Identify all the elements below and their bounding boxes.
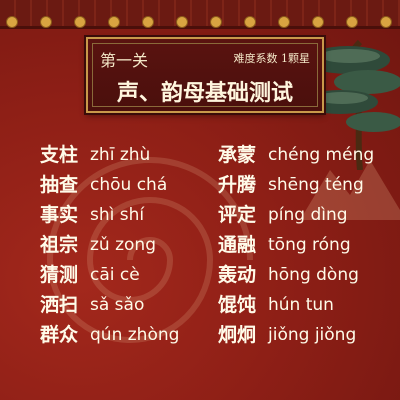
list-item: 洒扫 sǎ sǎo: [40, 293, 220, 323]
list-item: 事实 shì shí: [40, 203, 220, 233]
mountain-icon: [300, 160, 400, 220]
list-item: 馄饨 hún tun: [218, 293, 398, 323]
word-hanzi: 事实: [40, 204, 79, 226]
list-item: 猜测 cāi cè: [40, 263, 220, 293]
word-hanzi: 猜测: [40, 264, 79, 286]
word-hanzi: 轰动: [218, 264, 257, 286]
roof-tile-ends: [0, 16, 400, 30]
word-pinyin: sǎ sǎo: [90, 295, 145, 315]
word-hanzi: 支柱: [40, 144, 79, 166]
list-item: 支柱 zhī zhù: [40, 143, 220, 173]
word-pinyin: zhī zhù: [90, 145, 151, 165]
word-pinyin: qún zhòng: [90, 325, 180, 345]
list-item: 群众 qún zhòng: [40, 323, 220, 353]
word-hanzi: 群众: [40, 324, 79, 346]
word-pinyin: píng dìng: [268, 205, 348, 225]
word-list-right: 承蒙 chéng méng 升腾 shēng téng 评定 píng dìng…: [218, 143, 398, 353]
pine-tree-icon: [302, 39, 400, 170]
word-pinyin: cāi cè: [90, 265, 140, 285]
swirl-pattern-icon: [46, 157, 253, 343]
word-pinyin: tōng róng: [268, 235, 351, 255]
word-hanzi: 升腾: [218, 174, 257, 196]
word-hanzi: 评定: [218, 204, 257, 226]
stage-label: 第一关: [100, 51, 149, 70]
word-pinyin: hún tun: [268, 295, 334, 315]
word-pinyin: jiǒng jiǒng: [268, 325, 357, 345]
list-item: 承蒙 chéng méng: [218, 143, 398, 173]
list-item: 炯炯 jiǒng jiǒng: [218, 323, 398, 353]
word-list-left: 支柱 zhī zhù 抽查 chōu chá 事实 shì shí 祖宗 zǔ …: [40, 143, 220, 353]
word-hanzi: 通融: [218, 234, 257, 256]
difficulty-label: 难度系数 1颗星: [233, 52, 311, 65]
word-pinyin: zǔ zong: [90, 235, 156, 255]
list-item: 祖宗 zǔ zong: [40, 233, 220, 263]
word-hanzi: 炯炯: [218, 324, 257, 346]
word-hanzi: 馄饨: [218, 294, 257, 316]
page-title: 声、韵母基础测试: [116, 80, 293, 106]
word-hanzi: 洒扫: [40, 294, 79, 316]
roof-tiles-icon: [0, 0, 400, 29]
word-pinyin: chōu chá: [90, 175, 168, 195]
word-hanzi: 抽查: [40, 174, 79, 196]
word-hanzi: 祖宗: [40, 234, 79, 256]
word-pinyin: hōng dòng: [268, 265, 359, 285]
word-pinyin: chéng méng: [268, 145, 375, 165]
word-pinyin: shēng téng: [268, 175, 364, 195]
list-item: 升腾 shēng téng: [218, 173, 398, 203]
list-item: 评定 píng dìng: [218, 203, 398, 233]
list-item: 抽查 chōu chá: [40, 173, 220, 203]
list-item: 轰动 hōng dòng: [218, 263, 398, 293]
title-board: 第一关 难度系数 1颗星 声、韵母基础测试: [86, 37, 324, 113]
word-pinyin: shì shí: [90, 205, 145, 225]
board-header-line: 第一关 难度系数 1颗星: [88, 47, 322, 70]
list-item: 通融 tōng róng: [218, 233, 398, 263]
word-hanzi: 承蒙: [218, 144, 257, 166]
